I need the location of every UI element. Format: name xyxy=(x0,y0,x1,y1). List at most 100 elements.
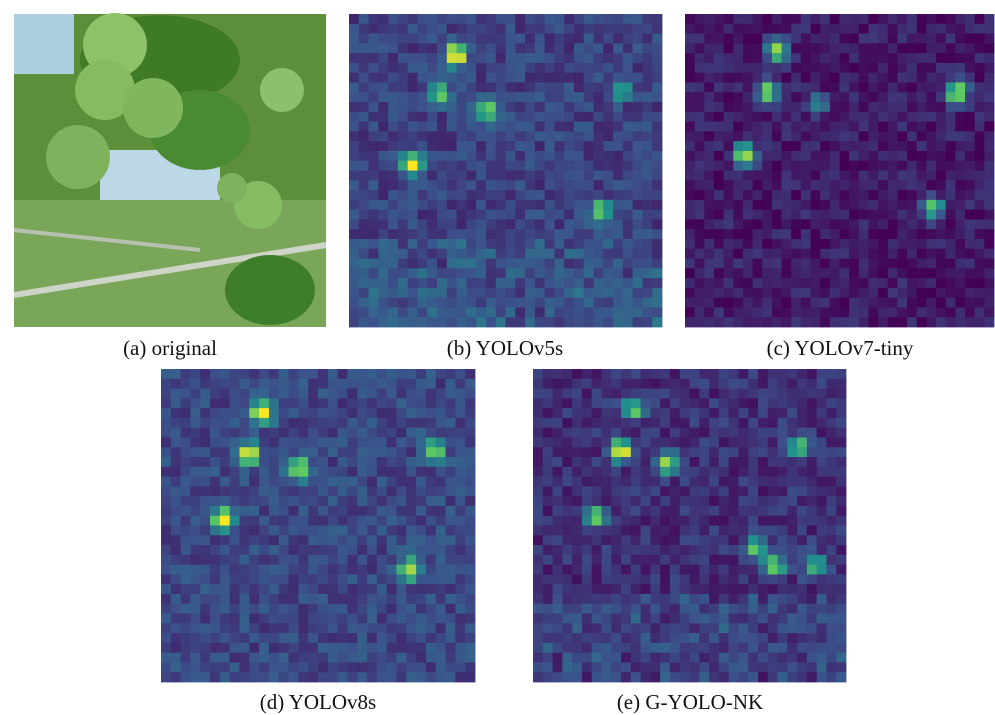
heat-cell xyxy=(840,239,850,249)
heat-cell xyxy=(611,623,621,633)
heat-cell xyxy=(984,63,994,73)
heat-cell xyxy=(308,457,318,467)
heat-cell xyxy=(289,653,299,663)
heat-cell xyxy=(437,180,447,190)
heat-cell xyxy=(338,535,348,545)
heat-cell xyxy=(859,190,869,200)
heat-cell xyxy=(181,428,191,438)
heat-cell xyxy=(633,151,643,161)
heat-cell xyxy=(515,298,525,308)
heat-cell xyxy=(298,535,308,545)
heat-cell xyxy=(946,249,956,259)
heat-cell xyxy=(476,268,486,278)
heat-cell xyxy=(584,43,594,53)
heat-cell xyxy=(830,171,840,181)
heat-cell xyxy=(554,288,564,298)
heat-cell xyxy=(984,161,994,171)
heat-cell xyxy=(594,229,604,239)
heat-cell xyxy=(611,447,621,457)
heat-cell xyxy=(680,604,690,614)
heat-cell xyxy=(584,24,594,34)
heat-cell xyxy=(515,34,525,44)
heat-cell xyxy=(249,379,259,389)
heat-cell xyxy=(378,298,388,308)
heat-cell xyxy=(572,526,582,536)
heat-cell xyxy=(778,574,788,584)
heat-cell xyxy=(535,278,545,288)
heat-cell xyxy=(298,379,308,389)
heat-cell xyxy=(946,190,956,200)
heat-cell xyxy=(426,486,436,496)
heat-cell xyxy=(572,379,582,389)
heat-cell xyxy=(279,555,289,565)
heat-cell xyxy=(836,672,846,682)
heat-cell xyxy=(554,161,564,171)
heat-cell xyxy=(611,535,621,545)
heat-cell xyxy=(768,545,778,555)
heat-cell xyxy=(436,496,446,506)
heat-cell xyxy=(801,190,811,200)
heat-cell xyxy=(181,526,191,536)
heat-cell xyxy=(220,623,230,633)
heat-cell xyxy=(200,565,210,575)
heat-cell xyxy=(496,73,506,83)
heat-cell xyxy=(984,53,994,63)
heat-cell xyxy=(623,102,633,112)
heat-cell xyxy=(652,92,662,102)
heat-cell xyxy=(328,653,338,663)
heat-cell xyxy=(465,584,475,594)
heat-cell xyxy=(359,102,369,112)
heat-cell xyxy=(466,210,476,220)
heat-cell xyxy=(888,14,898,24)
heat-cell xyxy=(965,14,975,24)
heat-cell xyxy=(496,298,506,308)
heat-cell xyxy=(378,53,388,63)
heat-cell xyxy=(719,389,729,399)
heat-cell xyxy=(650,428,660,438)
heat-cell xyxy=(455,389,465,399)
heat-cell xyxy=(791,24,801,34)
heat-cell xyxy=(699,565,709,575)
heat-cell xyxy=(427,102,437,112)
heat-cell xyxy=(680,437,690,447)
heat-cell xyxy=(719,526,729,536)
heat-cell xyxy=(888,151,898,161)
heat-cell xyxy=(200,555,210,565)
heat-cell xyxy=(753,92,763,102)
heat-cell xyxy=(398,53,408,63)
heat-cell xyxy=(685,24,695,34)
heat-cell xyxy=(926,229,936,239)
heat-cell xyxy=(613,249,623,259)
heat-cell xyxy=(465,672,475,682)
heat-cell xyxy=(369,63,379,73)
heat-cell xyxy=(347,574,357,584)
heat-cell xyxy=(387,369,397,379)
heat-cell xyxy=(318,486,328,496)
heat-cell xyxy=(200,526,210,536)
heat-cell xyxy=(611,437,621,447)
heat-cell xyxy=(210,604,220,614)
heat-cell xyxy=(171,516,181,526)
heat-cell xyxy=(830,102,840,112)
heat-cell xyxy=(633,82,643,92)
heat-cell xyxy=(543,486,553,496)
heat-cell xyxy=(878,141,888,151)
heat-cell xyxy=(476,210,486,220)
heat-cell xyxy=(733,14,743,24)
heat-cell xyxy=(200,486,210,496)
heat-cell xyxy=(328,447,338,457)
heat-cell xyxy=(249,565,259,575)
heat-cell xyxy=(515,278,525,288)
heat-cell xyxy=(613,141,623,151)
heat-cell xyxy=(719,633,729,643)
heat-cell xyxy=(984,43,994,53)
heat-cell xyxy=(506,92,516,102)
heat-cell xyxy=(398,122,408,132)
heat-cell xyxy=(582,555,592,565)
heat-cell xyxy=(849,63,859,73)
heat-cell xyxy=(811,141,821,151)
heat-cell xyxy=(408,24,418,34)
heat-cell xyxy=(623,190,633,200)
heat-cell xyxy=(778,477,788,487)
heat-cell xyxy=(772,200,782,210)
